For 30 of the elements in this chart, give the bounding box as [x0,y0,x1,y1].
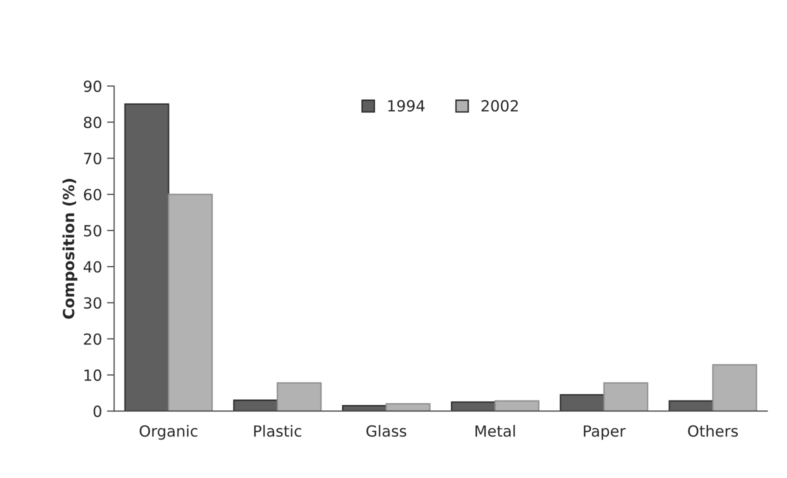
legend-label: 1994 [388,100,425,112]
y-tick-label: 50 [84,224,102,237]
x-tick-label: Plastic [254,424,302,437]
y-axis-title: Composition (%) [62,178,78,319]
bar [450,401,496,412]
x-tick-label: Metal [476,424,515,437]
y-tick-label: 40 [84,261,102,273]
bar [276,382,322,412]
y-tick-label: 90 [84,80,102,92]
y-tick-label: 0 [94,406,102,418]
x-tick-label: Paper [584,425,626,440]
bar [386,403,431,412]
y-tick-label: 10 [84,369,102,381]
bar [168,194,213,412]
bar [124,103,170,412]
legend-label: 2002 [482,100,518,112]
bar [494,400,540,412]
x-tick-label: Glass [366,424,406,437]
bar [560,394,605,412]
y-tick-label: 20 [84,333,102,345]
bar [603,382,648,412]
y-tick-label: 30 [84,297,102,309]
bar [712,364,758,412]
y-tick-label: 60 [84,188,102,200]
y-tick-label: 70 [84,152,102,164]
bar [233,400,278,412]
x-tick-label: Others [688,424,738,437]
x-tick-label: Organic [140,424,198,440]
bar [668,400,714,412]
y-tick-label: 80 [84,116,102,128]
